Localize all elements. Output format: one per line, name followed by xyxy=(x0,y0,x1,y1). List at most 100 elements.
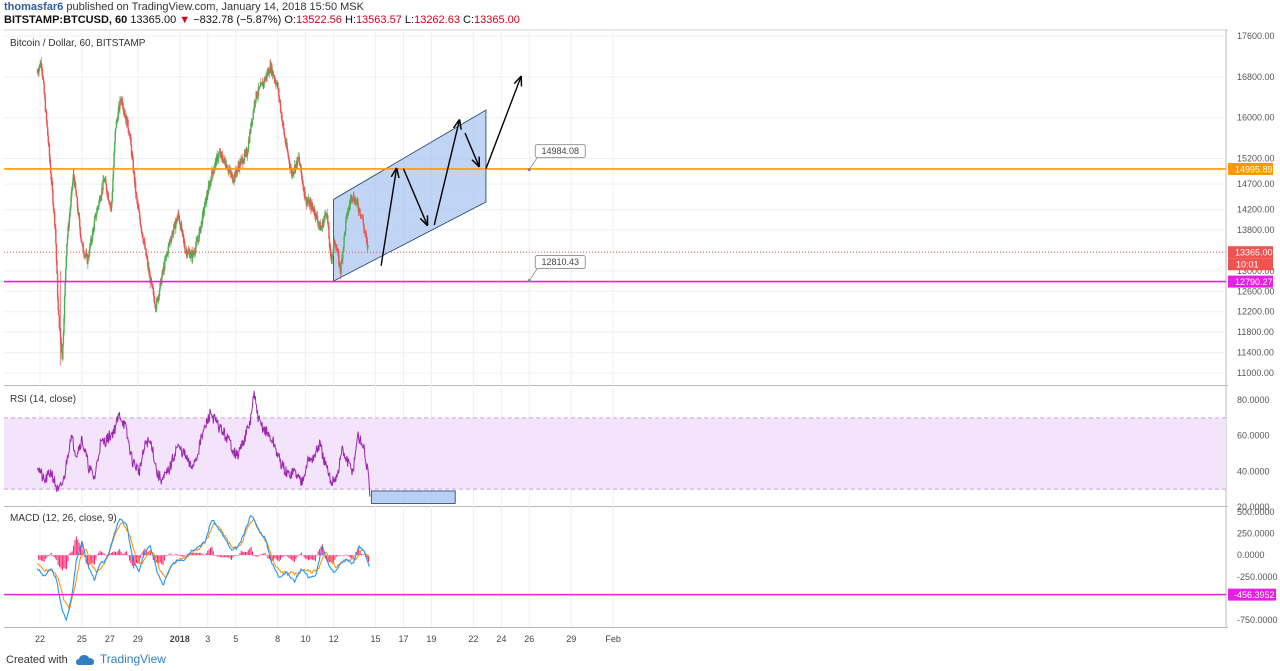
author-name[interactable]: thomasfar6 xyxy=(4,1,64,13)
candle-body xyxy=(320,228,323,230)
candle-body xyxy=(176,217,179,221)
candle-body xyxy=(102,180,104,190)
histogram-bar xyxy=(218,555,220,557)
histogram-bar xyxy=(63,555,65,568)
candle-body xyxy=(127,120,129,130)
histogram-bar xyxy=(245,552,247,556)
histogram-bar xyxy=(99,550,101,556)
tradingview-brand[interactable]: TradingView xyxy=(99,652,166,666)
candle-body xyxy=(168,243,170,247)
histogram-bar xyxy=(238,555,240,556)
histogram-bar xyxy=(355,552,357,556)
candle-body xyxy=(183,241,186,248)
candle-body xyxy=(217,157,219,161)
candle-body xyxy=(60,337,62,344)
histogram-bar xyxy=(242,551,244,556)
candle-body xyxy=(268,73,271,74)
histogram-bar xyxy=(275,555,277,560)
callout-leader xyxy=(528,157,538,170)
histogram-bar xyxy=(251,551,253,556)
candle-body xyxy=(90,238,92,246)
candle-body xyxy=(312,207,314,211)
candle-body xyxy=(332,250,334,255)
candle-body xyxy=(45,111,48,121)
candle-body xyxy=(295,164,297,171)
candle-body xyxy=(222,160,225,163)
candle-body xyxy=(84,254,87,256)
histogram-bar xyxy=(156,555,158,564)
candle-body xyxy=(51,181,54,191)
histogram-bar xyxy=(368,555,370,562)
candle-body xyxy=(164,259,166,270)
histogram-bar xyxy=(228,555,230,558)
candle-body xyxy=(345,215,348,221)
histogram-bar xyxy=(256,555,258,557)
candle-body xyxy=(91,239,93,242)
publish-text: published on TradingView.com, January 14… xyxy=(66,1,364,13)
histogram-bar xyxy=(169,553,171,556)
histogram-bar xyxy=(214,555,216,556)
rsi-tick-label: 20.0000 xyxy=(1237,502,1270,512)
histogram-bar xyxy=(148,550,150,556)
histogram-bar xyxy=(264,553,266,556)
candle-body xyxy=(331,258,333,260)
candle-body xyxy=(130,145,133,156)
candle-body xyxy=(273,76,275,79)
candle-body xyxy=(150,278,153,283)
candle-body xyxy=(85,253,88,255)
candle-body xyxy=(88,246,91,256)
time-tick-label: 22 xyxy=(35,634,45,644)
candle-body xyxy=(117,111,119,121)
candle-body xyxy=(195,241,197,247)
candle-body xyxy=(184,247,186,253)
candle-body xyxy=(361,215,363,218)
histogram-bar xyxy=(221,555,223,558)
candle-body xyxy=(247,141,250,150)
candle-body xyxy=(182,229,184,234)
macd-tick-label: 250.0000 xyxy=(1237,529,1275,539)
histogram-bar xyxy=(243,552,245,556)
histogram-bar xyxy=(330,555,332,563)
macd-tick-label: 0.0000 xyxy=(1237,550,1265,560)
candle-body xyxy=(62,344,64,360)
histogram-bar xyxy=(60,555,62,569)
histogram-bar xyxy=(347,555,349,556)
candle-body xyxy=(332,244,335,251)
candle-body xyxy=(283,128,285,135)
candle-body xyxy=(184,251,187,253)
histogram-bar xyxy=(232,555,234,558)
candle-body xyxy=(159,282,161,291)
rsi-tick-label: 80.0000 xyxy=(1237,395,1270,405)
candle-body xyxy=(253,109,255,111)
candle-body xyxy=(134,181,137,193)
histogram-bar xyxy=(233,555,235,556)
price-pane-title: Bitcoin / Dollar, 60, BITSTAMP xyxy=(10,38,146,49)
projection-arrow xyxy=(485,77,521,170)
candle-body xyxy=(272,75,275,77)
candle-body xyxy=(281,120,284,123)
macd-tick-label: -750.0000 xyxy=(1237,615,1278,625)
rsi-tick-label: 40.0000 xyxy=(1237,466,1270,476)
price-tick-label: 12600.00 xyxy=(1237,286,1275,296)
candle-body xyxy=(323,217,325,221)
histogram-bar xyxy=(176,553,178,556)
candle-body xyxy=(120,100,122,102)
candle-body xyxy=(137,205,140,210)
candle-body xyxy=(278,96,281,101)
histogram-bar xyxy=(246,551,248,556)
candle-body xyxy=(179,221,181,225)
candle-body xyxy=(145,248,147,256)
candle-body xyxy=(80,234,82,239)
symbol-label: BITSTAMP:BTCUSD, 60 xyxy=(4,14,128,26)
candle-body xyxy=(182,233,185,239)
histogram-bar xyxy=(92,555,94,564)
histogram-bar xyxy=(66,555,68,570)
candle-body xyxy=(108,201,111,205)
candle-body xyxy=(55,243,58,261)
histogram-bar xyxy=(124,552,126,556)
histogram-bar xyxy=(38,555,40,560)
high-label: H: xyxy=(344,14,356,26)
histogram-bar xyxy=(50,552,52,556)
histogram-bar xyxy=(258,555,260,556)
